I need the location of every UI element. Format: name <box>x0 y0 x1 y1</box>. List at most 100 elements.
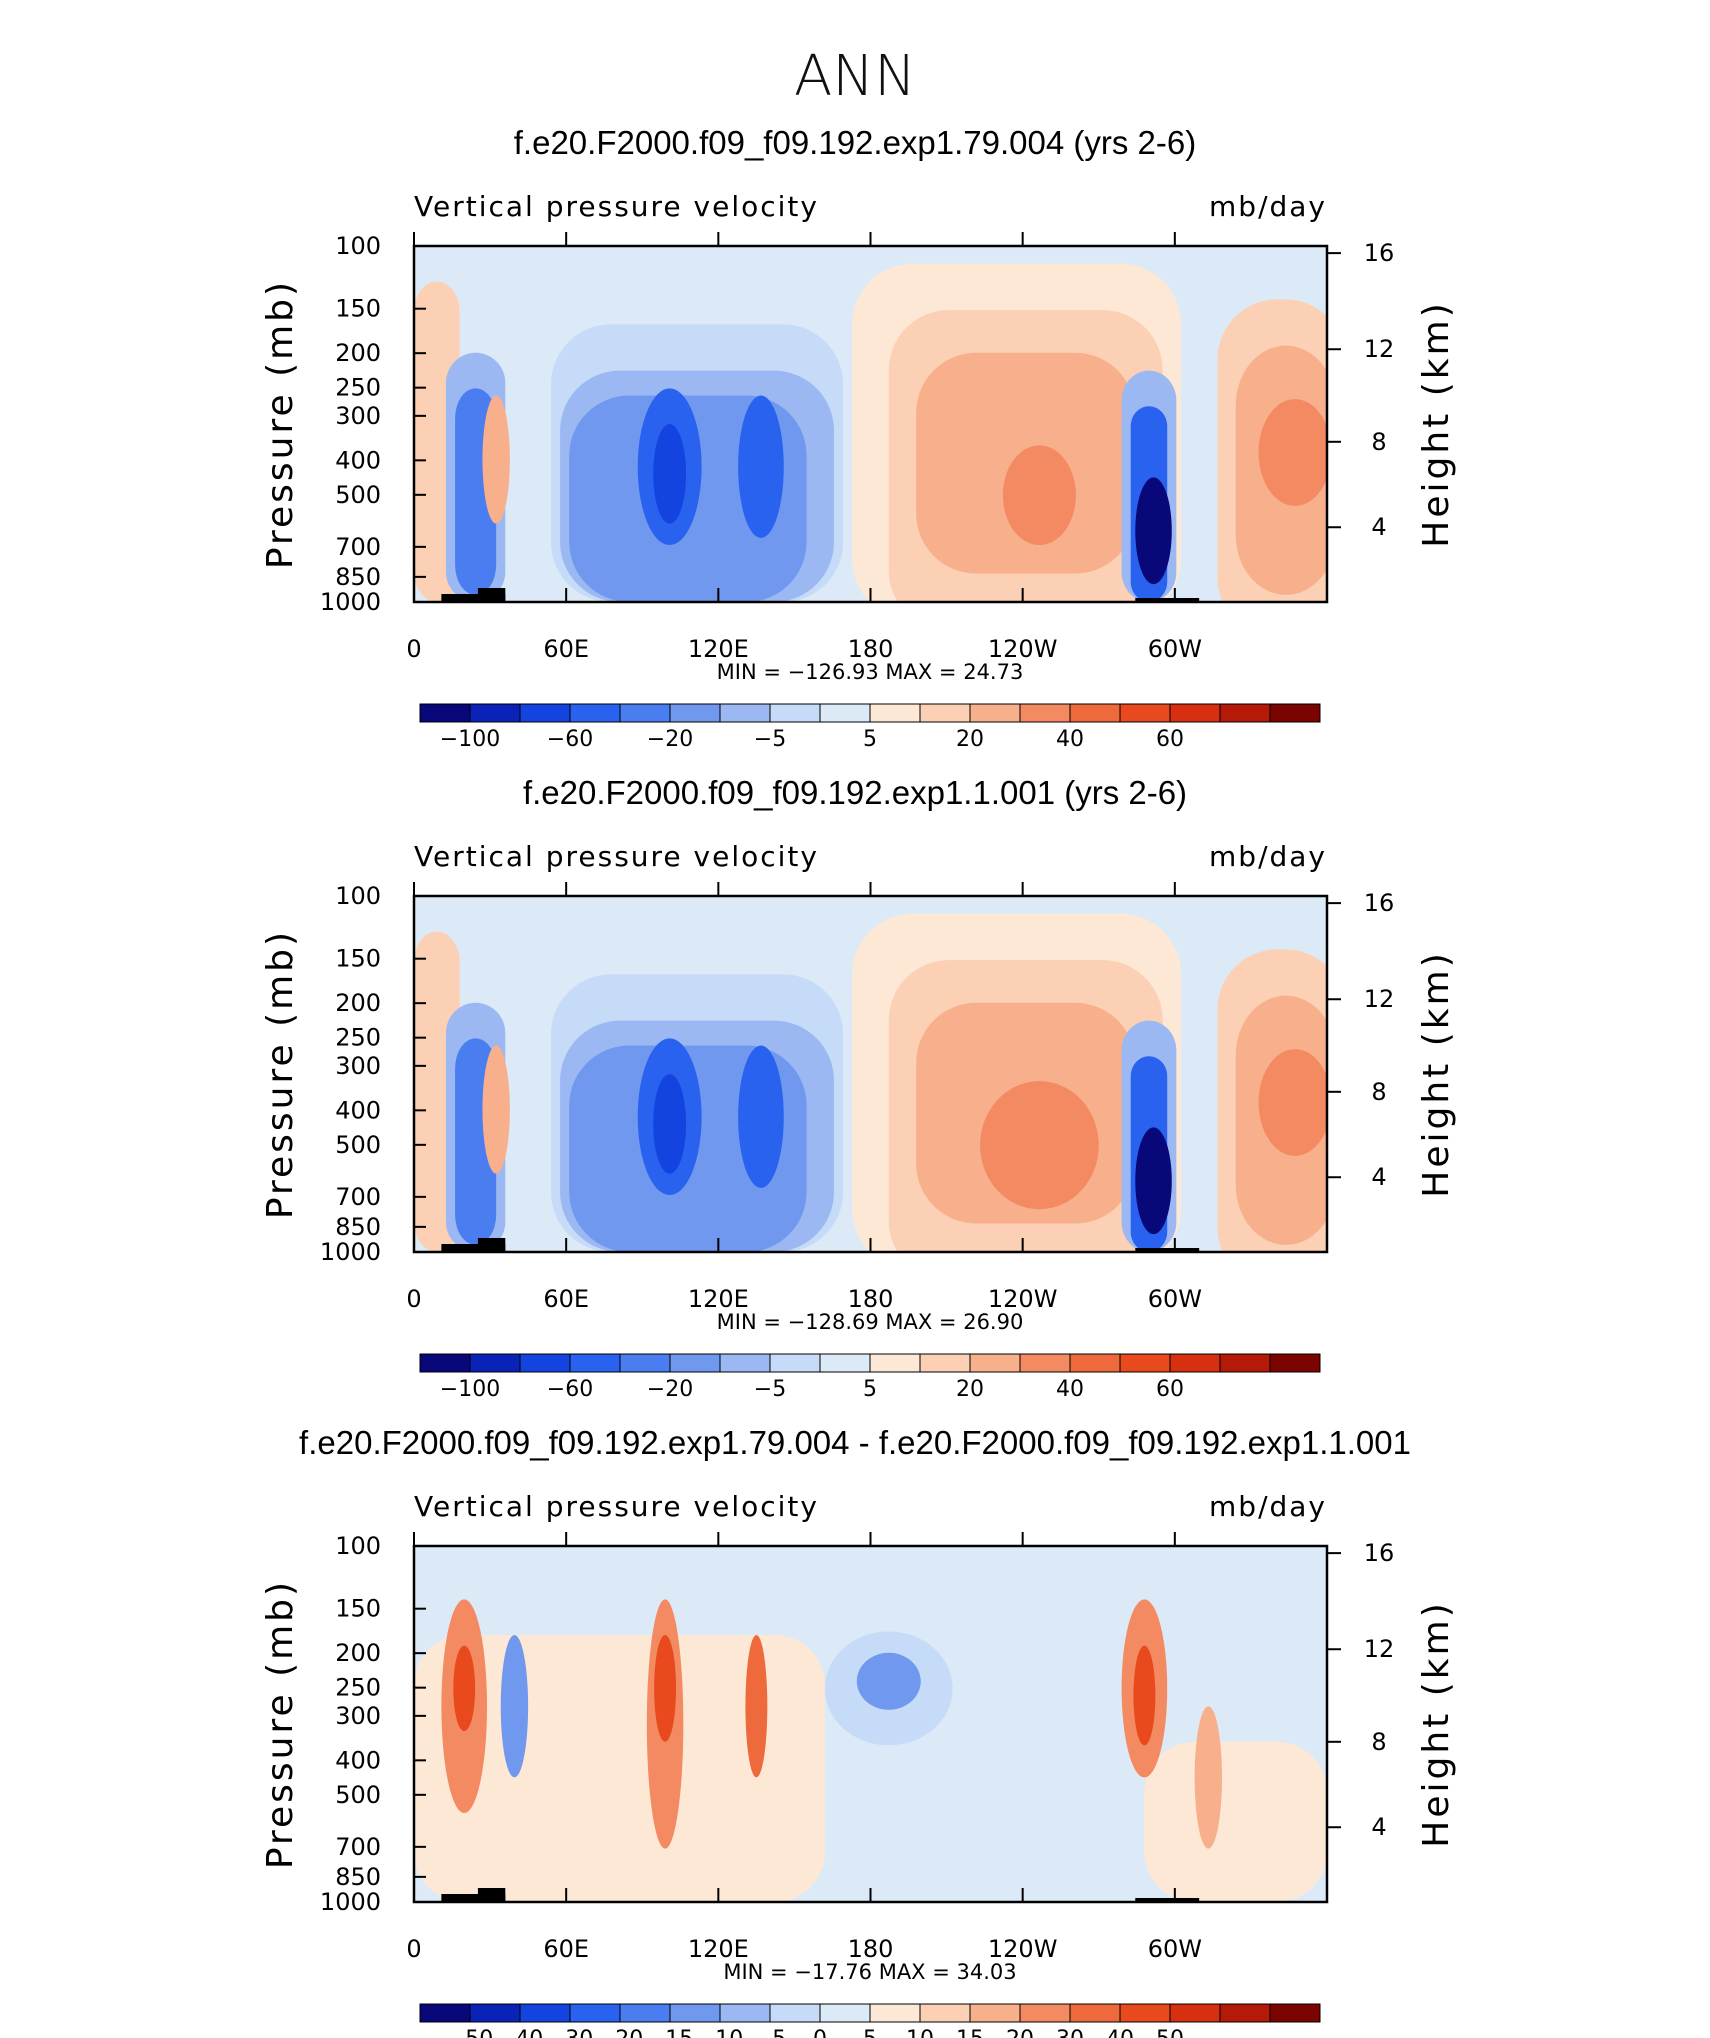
colorbar-swatch <box>1219 1353 1271 1373</box>
colorbar-label: −100 <box>440 1377 500 1402</box>
panel-3: f.e20.F2000.f09_f09.192.exp1.79.004 - f.… <box>260 1424 1457 2038</box>
colorbar-label: −10 <box>697 2027 743 2038</box>
y2-tick-label: 16 <box>1364 889 1395 917</box>
colorbar-swatch <box>919 1353 971 1373</box>
colorbar-swatch <box>419 703 471 723</box>
terrain-mask <box>441 1238 1200 1252</box>
variable-label: Vertical pressure velocity <box>414 190 819 223</box>
colorbar-label: 60 <box>1156 727 1184 752</box>
y-tick-label: 1000 <box>320 1888 381 1916</box>
colorbar-swatch <box>419 2003 471 2023</box>
y2-tick-label: 16 <box>1364 239 1395 267</box>
colorbar-swatch <box>1019 703 1071 723</box>
y2-tick-label: 8 <box>1371 1078 1386 1106</box>
y-tick-label: 1000 <box>320 1238 381 1266</box>
units-label: mb/day <box>1209 840 1327 873</box>
colorbar-swatch <box>1169 2003 1221 2023</box>
colorbar-swatch <box>1269 2003 1321 2023</box>
x-tick-label: 60E <box>543 1285 589 1313</box>
units-label: mb/day <box>1209 190 1327 223</box>
y-tick-label: 100 <box>335 1532 381 1560</box>
terrain-mask <box>441 588 1200 602</box>
y2-axis-label: Height (km) <box>1416 950 1457 1197</box>
colorbar-label: −20 <box>647 727 693 752</box>
x-tick-label: 120W <box>988 1935 1058 1963</box>
colorbar-swatch <box>1219 703 1271 723</box>
colorbar-swatch <box>819 1353 871 1373</box>
y2-tick-label: 4 <box>1371 1163 1386 1191</box>
y-tick-label: 300 <box>335 1702 381 1730</box>
x-tick-label: 120E <box>688 1935 749 1963</box>
contour-field <box>414 896 1327 1252</box>
variable-label: Vertical pressure velocity <box>414 840 819 873</box>
x-tick-label: 120W <box>988 635 1058 663</box>
colorbar-swatch <box>1069 2003 1121 2023</box>
colorbar-label: −30 <box>547 2027 593 2038</box>
colorbar-swatch <box>519 703 571 723</box>
colorbar-label: 50 <box>1156 2027 1184 2038</box>
y2-tick-label: 4 <box>1371 513 1386 541</box>
colorbar-label: 30 <box>1056 2027 1084 2038</box>
terrain-mask <box>441 1888 1200 1902</box>
colorbar-swatch <box>519 1353 571 1373</box>
colorbar-swatch <box>769 703 821 723</box>
colorbar: −50−40−30−20−15−10−505101520304050 <box>419 2003 1321 2038</box>
y2-tick-label: 8 <box>1371 1728 1386 1756</box>
colorbar-swatch <box>1119 703 1171 723</box>
colorbar-label: −20 <box>647 1377 693 1402</box>
y2-axis-label: Height (km) <box>1416 1600 1457 1847</box>
colorbar-swatch <box>619 703 671 723</box>
colorbar-swatch <box>669 703 721 723</box>
colorbar: −100 −60 −20 −5 5 20 40 60 <box>419 1353 1321 1402</box>
y-tick-label: 1000 <box>320 588 381 616</box>
x-tick-label: 120E <box>688 1285 749 1313</box>
min-max-text: MIN = −17.76 MAX = 34.03 <box>723 1960 1016 1984</box>
colorbar-swatch <box>569 2003 621 2023</box>
colorbar-swatch <box>919 703 971 723</box>
colorbar-label: 5 <box>863 2027 877 2038</box>
colorbar-label: 40 <box>1056 1377 1084 1402</box>
y-tick-label: 300 <box>335 1052 381 1080</box>
y-tick-label: 250 <box>335 1024 381 1052</box>
colorbar-swatch <box>1119 1353 1171 1373</box>
colorbar-label: −100 <box>440 727 500 752</box>
colorbar-swatch <box>1169 1353 1221 1373</box>
colorbar-label: −5 <box>754 2027 786 2038</box>
colorbar-swatch <box>819 703 871 723</box>
y-tick-label: 100 <box>335 232 381 260</box>
colorbar-label: 5 <box>863 1377 877 1402</box>
colorbar-swatch <box>869 1353 921 1373</box>
colorbar-label: 0 <box>813 2027 827 2038</box>
colorbar-swatch <box>769 1353 821 1373</box>
x-tick-label: 60W <box>1148 635 1202 663</box>
y-tick-label: 850 <box>335 1213 381 1241</box>
x-tick-label: 120E <box>688 635 749 663</box>
panel-title: f.e20.F2000.f09_f09.192.exp1.79.004 - f.… <box>299 1424 1411 1461</box>
colorbar-label: 20 <box>1006 2027 1034 2038</box>
colorbar-swatch <box>769 2003 821 2023</box>
y-tick-label: 250 <box>335 1674 381 1702</box>
y-tick-label: 400 <box>335 1746 381 1774</box>
y2-tick-label: 8 <box>1371 428 1386 456</box>
colorbar-swatch <box>1269 1353 1321 1373</box>
y2-tick-label: 12 <box>1364 1635 1395 1663</box>
y-tick-label: 300 <box>335 402 381 430</box>
y-tick-label: 500 <box>335 1131 381 1159</box>
y-tick-label: 850 <box>335 1863 381 1891</box>
panel-title: f.e20.F2000.f09_f09.192.exp1.79.004 (yrs… <box>514 124 1196 161</box>
colorbar-label: −60 <box>547 727 593 752</box>
colorbar-label: −5 <box>754 1377 786 1402</box>
colorbar-swatch <box>569 703 621 723</box>
colorbar-swatch <box>1069 703 1121 723</box>
colorbar-swatch <box>869 2003 921 2023</box>
y-tick-label: 200 <box>335 1639 381 1667</box>
colorbar: −100 −60 −20 −5 5 20 40 60 <box>419 703 1321 752</box>
y-tick-label: 150 <box>335 295 381 323</box>
min-max-text: MIN = −126.93 MAX = 24.73 <box>717 660 1024 684</box>
colorbar-swatch <box>1069 1353 1121 1373</box>
colorbar-swatch <box>669 1353 721 1373</box>
colorbar-swatch <box>569 1353 621 1373</box>
y-tick-label: 700 <box>335 1183 381 1211</box>
colorbar-label: −40 <box>497 2027 543 2038</box>
